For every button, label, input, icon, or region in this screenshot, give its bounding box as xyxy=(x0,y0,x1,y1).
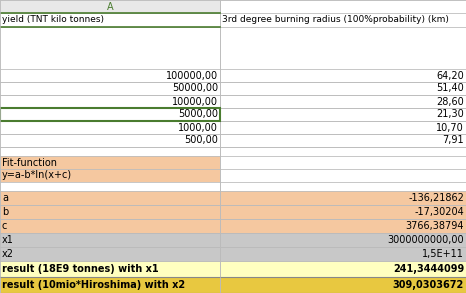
Bar xyxy=(220,134,466,147)
Bar xyxy=(220,121,466,134)
Bar xyxy=(220,205,466,219)
Bar xyxy=(0,108,220,121)
Bar xyxy=(220,95,466,108)
Text: -136,21862: -136,21862 xyxy=(408,193,464,203)
Bar xyxy=(220,277,466,293)
Text: 7,91: 7,91 xyxy=(442,135,464,146)
Text: 10000,00: 10000,00 xyxy=(172,96,218,106)
Text: 21,30: 21,30 xyxy=(436,110,464,120)
Bar xyxy=(220,108,466,121)
Text: y=a-b*ln(x+c): y=a-b*ln(x+c) xyxy=(2,171,72,180)
Bar xyxy=(0,121,220,134)
Bar xyxy=(0,95,220,108)
Text: x2: x2 xyxy=(2,249,14,259)
Bar xyxy=(220,191,466,205)
Text: 51,40: 51,40 xyxy=(436,84,464,93)
Text: 100000,00: 100000,00 xyxy=(166,71,218,81)
Text: result (10mio*Hiroshima) with x2: result (10mio*Hiroshima) with x2 xyxy=(2,280,185,290)
Bar xyxy=(220,156,466,169)
Bar xyxy=(0,182,220,191)
Text: 3rd degree burning radius (100%probability) (km): 3rd degree burning radius (100%probabili… xyxy=(222,16,449,25)
Bar xyxy=(0,147,220,156)
Text: 10,70: 10,70 xyxy=(436,122,464,132)
Text: 1,5E+11: 1,5E+11 xyxy=(422,249,464,259)
Bar xyxy=(220,27,466,69)
Bar xyxy=(0,277,220,293)
Text: 3000000000,00: 3000000000,00 xyxy=(387,235,464,245)
Text: 3766,38794: 3766,38794 xyxy=(405,221,464,231)
Bar xyxy=(0,261,220,277)
Bar xyxy=(0,191,220,205)
Text: -17,30204: -17,30204 xyxy=(414,207,464,217)
Text: x1: x1 xyxy=(2,235,14,245)
Bar xyxy=(220,182,466,191)
Bar xyxy=(0,247,220,261)
Bar xyxy=(0,69,220,82)
Bar xyxy=(0,27,220,69)
Text: a: a xyxy=(2,193,8,203)
Bar xyxy=(0,13,220,27)
Text: 5000,00: 5000,00 xyxy=(178,110,218,120)
Text: c: c xyxy=(2,221,7,231)
Text: 500,00: 500,00 xyxy=(184,135,218,146)
Bar xyxy=(0,219,220,233)
Bar xyxy=(0,233,220,247)
Bar xyxy=(0,0,220,13)
Bar xyxy=(220,69,466,82)
Bar xyxy=(0,169,220,182)
Bar xyxy=(220,147,466,156)
Bar xyxy=(0,134,220,147)
Text: A: A xyxy=(107,1,113,11)
Text: Fit-function: Fit-function xyxy=(2,158,57,168)
Bar xyxy=(0,82,220,95)
Text: 309,0303672: 309,0303672 xyxy=(393,280,464,290)
Bar xyxy=(220,0,466,13)
Bar xyxy=(0,205,220,219)
Bar xyxy=(220,247,466,261)
Bar xyxy=(0,108,220,121)
Text: 1000,00: 1000,00 xyxy=(178,122,218,132)
Bar xyxy=(220,233,466,247)
Bar xyxy=(220,82,466,95)
Bar xyxy=(220,13,466,27)
Bar xyxy=(220,169,466,182)
Bar xyxy=(220,219,466,233)
Text: b: b xyxy=(2,207,8,217)
Text: yield (TNT kilo tonnes): yield (TNT kilo tonnes) xyxy=(2,16,104,25)
Text: 241,3444099: 241,3444099 xyxy=(393,264,464,274)
Text: 50000,00: 50000,00 xyxy=(172,84,218,93)
Text: 64,20: 64,20 xyxy=(436,71,464,81)
Text: result (18E9 tonnes) with x1: result (18E9 tonnes) with x1 xyxy=(2,264,158,274)
Text: 28,60: 28,60 xyxy=(436,96,464,106)
Bar xyxy=(220,261,466,277)
Bar xyxy=(0,156,220,169)
